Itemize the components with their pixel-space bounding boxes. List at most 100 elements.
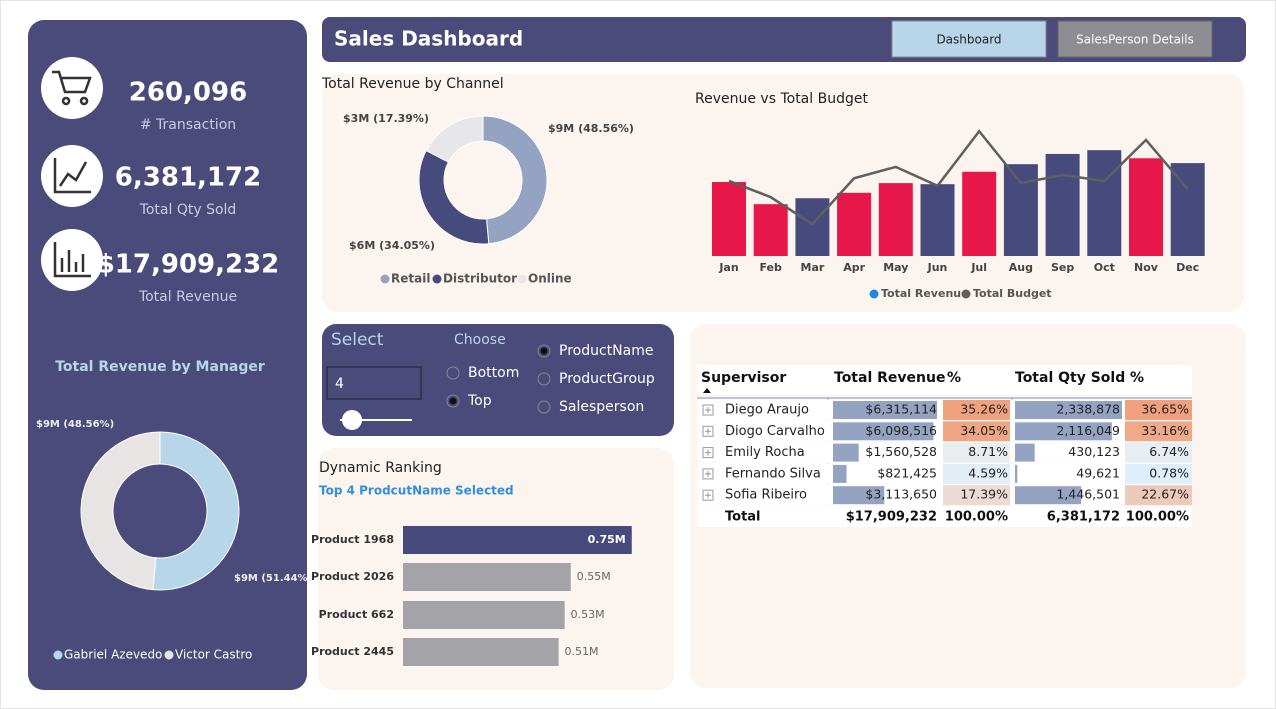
bar: [795, 198, 830, 256]
expand-plus[interactable]: [705, 407, 711, 413]
expand-icon[interactable]: [702, 447, 714, 459]
heat-cell: [1125, 463, 1192, 484]
expand-icon[interactable]: [702, 425, 714, 437]
legend-label: Distributor: [443, 272, 517, 286]
table-header-bg: [697, 365, 1192, 395]
data-label: $9M (48.56%): [548, 122, 634, 135]
chart-title: Total Revenue by Channel: [321, 76, 504, 92]
cart-icon: [52, 70, 92, 106]
kpi-icons: [41, 57, 103, 291]
heat-cell: [1125, 421, 1192, 442]
bar: [920, 184, 955, 256]
donut-segment: [152, 431, 240, 591]
cell-value: 33.16%: [1141, 423, 1189, 438]
radio-label[interactable]: Salesperson: [559, 399, 644, 415]
radio[interactable]: [446, 366, 460, 380]
chart-title: Total Revenue by Manager: [55, 359, 265, 375]
cell-value: 22.67%: [1141, 487, 1189, 502]
cell-value: 2,338,878: [1056, 402, 1120, 417]
x-tick-label: Jul: [970, 261, 987, 274]
total-cell: Total: [725, 510, 761, 525]
supervisor-name: Emily Rocha: [725, 445, 805, 460]
heat-cell: [943, 442, 1010, 463]
legend-swatch: [517, 274, 527, 284]
expand-icon[interactable]: [702, 489, 714, 501]
cell-value: 4.59%: [968, 465, 1008, 480]
data-label: 0.75M: [588, 533, 626, 546]
expand-plus[interactable]: [705, 492, 711, 499]
data-bar: [833, 443, 859, 462]
expand-plus[interactable]: [705, 449, 711, 456]
data-label: $9M (51.44%): [234, 573, 312, 584]
column-header: Supervisor: [701, 370, 786, 386]
expand-plus[interactable]: [705, 428, 711, 435]
radio-label[interactable]: Top: [467, 393, 492, 409]
slider-handle[interactable]: [342, 410, 362, 430]
expand-icon[interactable]: [702, 404, 714, 416]
radio-label[interactable]: ProductGroup: [559, 371, 655, 387]
data-bar: [1015, 464, 1018, 483]
cell-value: 34.05%: [960, 423, 1008, 438]
bar: [1045, 153, 1080, 256]
supervisor-name: Sofia Ribeiro: [725, 488, 807, 503]
expand-icon[interactable]: [702, 468, 714, 480]
chart-title: Revenue vs Total Budget: [695, 91, 868, 107]
data-bar: [833, 486, 885, 505]
budget-line: [728, 129, 1189, 226]
column-header: %: [1130, 370, 1144, 386]
radio[interactable]: [446, 394, 460, 408]
sort-arrow: [703, 388, 711, 393]
cell-value: 1,446,501: [1056, 487, 1120, 502]
bar: [403, 638, 559, 666]
total-cell: 6,381,172: [1047, 510, 1120, 525]
kpi-value: 6,381,172: [115, 163, 261, 193]
supervisor-name: Fernando Silva: [725, 466, 821, 481]
supervisor-name: Diogo Carvalho: [725, 424, 825, 439]
heat-cell: [1125, 442, 1192, 463]
donut-segment: [482, 115, 548, 245]
nav-button-label[interactable]: Dashboard: [936, 33, 1001, 47]
supervisor-name: Diego Araujo: [725, 403, 809, 418]
legend-swatch: [961, 289, 971, 299]
radio[interactable]: [537, 400, 551, 414]
radio-label[interactable]: Bottom: [468, 365, 519, 381]
data-bar: [1015, 401, 1122, 419]
radio[interactable]: [537, 344, 551, 358]
total-cell: 100.00%: [945, 510, 1008, 525]
bar: [753, 204, 788, 256]
donut-segment: [425, 115, 484, 163]
data-label: $9M (48.56%): [36, 419, 114, 430]
radio[interactable]: [537, 372, 551, 386]
y-tick-label: Product 662: [319, 608, 394, 621]
bar: [1129, 158, 1163, 256]
bar: [962, 171, 997, 256]
nav-button[interactable]: [891, 20, 1047, 58]
radio-dot[interactable]: [540, 347, 548, 355]
legend-label: Gabriel Azevedo: [64, 648, 162, 662]
data-bar: [833, 464, 847, 483]
bar: [837, 192, 872, 256]
cell-value: $6,098,516: [865, 423, 937, 438]
nav-button-label[interactable]: SalesPerson Details: [1076, 33, 1194, 47]
legend-swatch: [380, 274, 390, 284]
radio-dot[interactable]: [449, 397, 457, 405]
kpi-value: $17,909,232: [97, 250, 280, 280]
dashboard-title: Sales Dashboard: [334, 27, 523, 51]
chart-subtitle: Top 4 ProdcutName Selected: [319, 484, 514, 498]
heat-cell: [943, 485, 1010, 506]
heat-cell: [943, 400, 1010, 420]
nav-button[interactable]: [1057, 20, 1213, 58]
heat-cell: [943, 463, 1010, 484]
data-label: 0.55M: [577, 570, 611, 583]
y-tick-label: Product 1968: [311, 533, 394, 546]
bar: [403, 563, 571, 591]
legend-label: Online: [528, 272, 572, 286]
slicer-input-value[interactable]: 4: [335, 376, 344, 392]
cell-value: $1,560,528: [865, 444, 937, 459]
legend-swatch: [53, 650, 63, 660]
radio-label[interactable]: ProductName: [559, 343, 653, 359]
slicer-input[interactable]: [326, 366, 422, 400]
cell-value: 17.39%: [960, 487, 1008, 502]
expand-plus[interactable]: [705, 470, 711, 477]
